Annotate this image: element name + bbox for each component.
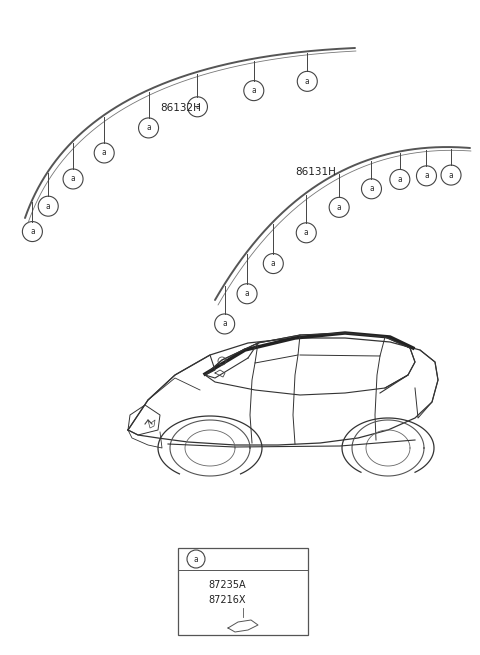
- Text: a: a: [71, 174, 75, 183]
- Text: a: a: [369, 184, 374, 193]
- Text: 86131H: 86131H: [295, 167, 336, 177]
- Text: a: a: [195, 102, 200, 111]
- Text: a: a: [449, 170, 454, 179]
- Text: a: a: [252, 86, 256, 95]
- Text: a: a: [424, 172, 429, 180]
- Text: a: a: [271, 259, 276, 268]
- Text: a: a: [193, 555, 198, 563]
- Text: a: a: [30, 227, 35, 236]
- Text: a: a: [222, 320, 227, 328]
- Text: a: a: [397, 175, 402, 184]
- Text: a: a: [337, 203, 342, 212]
- Text: a: a: [305, 77, 310, 86]
- Text: 87216X: 87216X: [208, 595, 245, 605]
- Text: a: a: [245, 290, 250, 298]
- Text: 87235A: 87235A: [208, 580, 246, 590]
- Text: a: a: [102, 149, 107, 157]
- Text: a: a: [146, 123, 151, 132]
- Text: a: a: [304, 229, 309, 237]
- Text: 86132H: 86132H: [160, 103, 201, 113]
- Text: a: a: [46, 202, 50, 211]
- FancyBboxPatch shape: [178, 548, 308, 635]
